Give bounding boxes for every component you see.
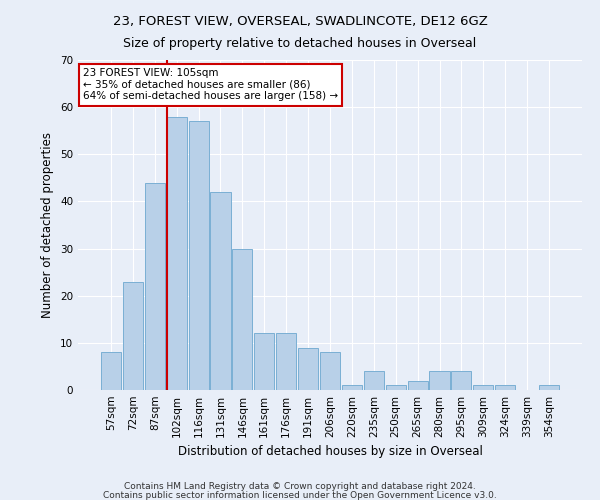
Bar [276,334,296,390]
Bar [320,352,340,390]
Bar [473,386,493,390]
Bar [364,371,384,390]
Bar [123,282,143,390]
Bar [211,192,230,390]
Text: Contains public sector information licensed under the Open Government Licence v3: Contains public sector information licen… [103,491,497,500]
Bar [232,248,253,390]
Bar [407,380,428,390]
Bar [298,348,318,390]
Text: Contains HM Land Registry data © Crown copyright and database right 2024.: Contains HM Land Registry data © Crown c… [124,482,476,491]
Bar [188,122,209,390]
Bar [145,182,165,390]
Bar [495,386,515,390]
Bar [539,386,559,390]
Text: 23, FOREST VIEW, OVERSEAL, SWADLINCOTE, DE12 6GZ: 23, FOREST VIEW, OVERSEAL, SWADLINCOTE, … [113,15,487,28]
Y-axis label: Number of detached properties: Number of detached properties [41,132,55,318]
Bar [342,386,362,390]
Bar [430,371,449,390]
Text: Size of property relative to detached houses in Overseal: Size of property relative to detached ho… [124,38,476,51]
Bar [254,334,274,390]
Bar [101,352,121,390]
Bar [167,116,187,390]
Bar [386,386,406,390]
X-axis label: Distribution of detached houses by size in Overseal: Distribution of detached houses by size … [178,446,482,458]
Text: 23 FOREST VIEW: 105sqm
← 35% of detached houses are smaller (86)
64% of semi-det: 23 FOREST VIEW: 105sqm ← 35% of detached… [83,68,338,102]
Bar [451,371,472,390]
